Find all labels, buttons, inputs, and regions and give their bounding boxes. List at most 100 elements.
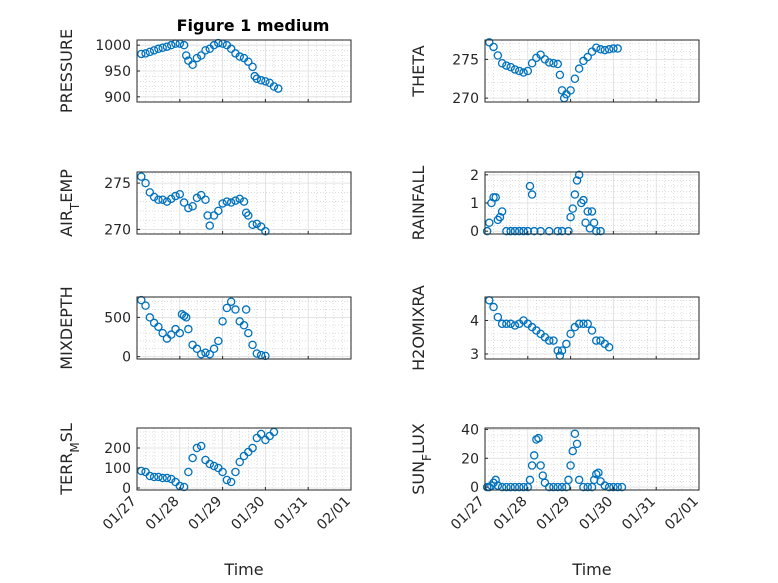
data-point	[196, 51, 206, 60]
data-point	[149, 46, 159, 55]
data-point	[566, 212, 575, 222]
data-point	[201, 348, 210, 357]
data-point	[510, 226, 520, 236]
grid	[136, 427, 352, 490]
data-point	[596, 45, 605, 54]
data-point	[540, 478, 550, 488]
data-point	[592, 469, 601, 479]
data-point	[536, 226, 545, 236]
y-tick-label: 0	[122, 350, 131, 366]
data-point	[519, 482, 528, 492]
data-point	[529, 451, 539, 460]
y-axis-label: SUNFLUX	[409, 423, 434, 495]
data-point	[145, 47, 155, 57]
x-tick-label: 02/01	[314, 494, 354, 534]
data-point	[566, 329, 575, 339]
y-tick-label: 4	[470, 313, 479, 329]
data-point	[493, 312, 503, 322]
data-point	[166, 330, 176, 339]
data-point	[491, 193, 500, 202]
data-point	[525, 475, 535, 485]
y-tick-label: 1	[470, 196, 479, 212]
data-point	[497, 482, 507, 492]
y-tick-label: 500	[104, 310, 131, 326]
data-point	[510, 321, 520, 330]
data-point	[553, 59, 563, 69]
data-point	[574, 64, 584, 73]
data-point	[583, 52, 592, 62]
series-markers	[482, 170, 605, 236]
data-point	[218, 467, 227, 477]
y-tick-label: 275	[104, 176, 131, 192]
data-point	[256, 76, 266, 85]
data-point	[574, 170, 584, 180]
data-point	[241, 305, 251, 314]
data-point	[248, 220, 257, 229]
data-point	[231, 305, 240, 314]
subplot-4: 0 1 2 RAINFALL	[409, 166, 700, 240]
y-tick-label: 3	[470, 347, 479, 363]
data-point	[592, 226, 601, 236]
data-point	[506, 226, 515, 236]
data-point	[529, 226, 539, 236]
data-point	[154, 472, 163, 482]
y-tick-label: 20	[461, 451, 479, 467]
data-point	[188, 60, 197, 70]
y-tick-label: 1000	[95, 38, 131, 54]
axes-frame	[484, 296, 700, 360]
data-point	[239, 321, 249, 330]
series-markers	[137, 295, 270, 361]
data-point	[248, 443, 257, 453]
data-point	[209, 211, 219, 220]
data-point	[527, 190, 537, 199]
data-point	[137, 466, 146, 476]
data-point	[564, 226, 573, 236]
data-point	[235, 52, 244, 61]
data-point	[149, 192, 159, 202]
data-point	[239, 197, 249, 206]
data-point	[179, 40, 189, 50]
data-point	[214, 336, 223, 346]
data-point	[244, 211, 253, 220]
data-point	[583, 319, 592, 329]
data-point	[536, 461, 545, 470]
data-point	[506, 319, 515, 329]
x-tick-label: 01/28	[491, 494, 531, 534]
data-point	[205, 350, 215, 359]
data-point	[536, 50, 545, 59]
data-point	[162, 197, 172, 206]
data-point	[256, 222, 266, 231]
data-point	[553, 346, 563, 355]
data-point	[557, 346, 567, 355]
y-tick-label: 900	[104, 90, 131, 106]
data-point	[549, 59, 558, 68]
data-point	[532, 435, 541, 444]
data-point	[519, 68, 528, 77]
data-point	[495, 212, 505, 222]
data-point	[181, 313, 191, 322]
data-point	[555, 70, 565, 80]
data-point	[158, 328, 167, 338]
data-point	[553, 482, 563, 492]
data-point	[489, 42, 498, 52]
data-point	[181, 51, 191, 60]
x-tick-label: 01/30	[576, 494, 616, 534]
data-point	[218, 317, 227, 326]
data-point	[570, 190, 580, 199]
y-tick-label: 40	[461, 422, 479, 438]
data-point	[154, 44, 163, 54]
series-markers	[137, 172, 270, 236]
data-point	[510, 482, 520, 492]
data-point	[226, 44, 236, 54]
y-tick-label: 100	[104, 461, 131, 477]
data-point	[166, 40, 176, 50]
data-point	[544, 482, 554, 492]
data-point	[218, 199, 227, 208]
data-point	[519, 226, 528, 236]
data-point	[145, 313, 155, 322]
data-point	[566, 86, 575, 95]
subplot-6: 3 4 H2OMIXRA	[409, 285, 700, 371]
axes-background	[484, 427, 700, 491]
x-axis-label: Time	[571, 560, 611, 579]
data-point	[589, 218, 599, 227]
